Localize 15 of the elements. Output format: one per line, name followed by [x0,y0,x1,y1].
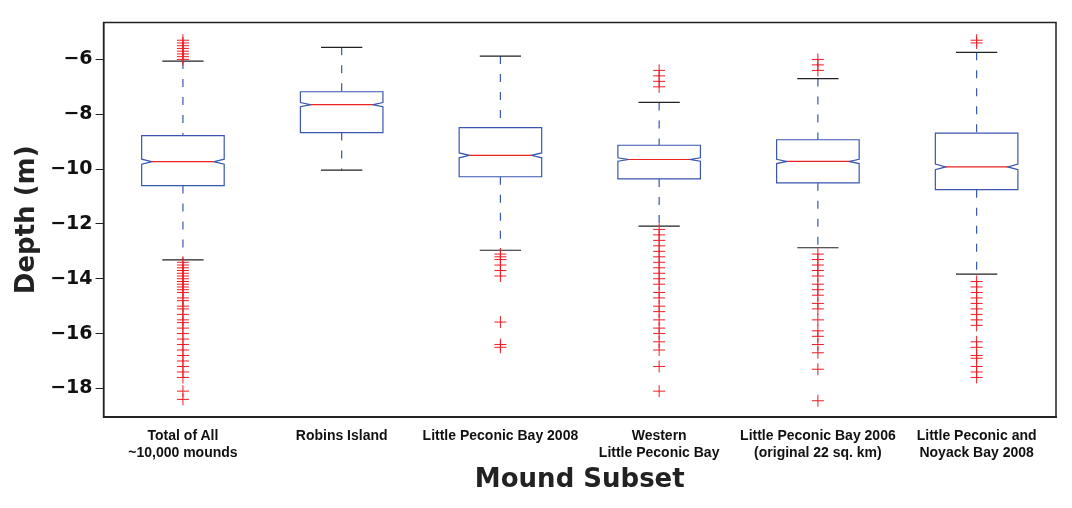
y-tick-label: −6 [63,46,93,69]
y-axis-title: Depth (m) [10,145,41,295]
y-tick-label: −14 [50,265,93,288]
x-tick-label: Western Little Peconic Bay [598,427,720,461]
x-tick-label: Little Peconic and Noyack Bay 2008 [916,427,1037,461]
y-tick-label: −8 [63,101,93,124]
y-tick-label: −10 [50,156,93,179]
x-tick-label: Robins Island [295,427,388,444]
x-tick-label: Total of All ~10,000 mounds [128,427,238,461]
x-tick-label: Little Peconic Bay 2008 [422,427,579,444]
y-tick-label: −12 [50,210,93,233]
y-tick-label: −16 [50,320,93,343]
y-tick-label: −18 [50,375,93,398]
x-axis-title: Mound Subset [474,463,685,494]
x-tick-label: Little Peconic Bay 2006 (original 22 sq. km) [740,427,896,461]
